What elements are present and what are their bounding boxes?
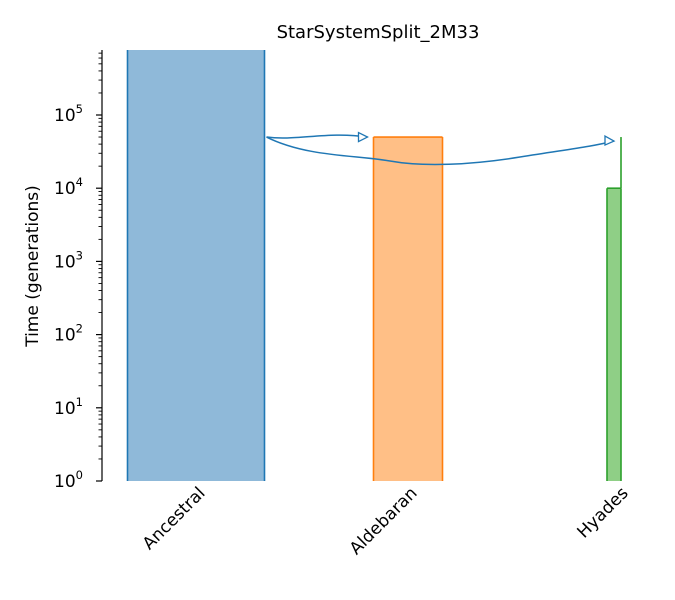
y-tick-label: 100 [54, 468, 83, 492]
y-tick-label: 101 [54, 395, 83, 419]
y-tick-base: 10 [54, 399, 76, 419]
y-tick-label: 104 [54, 175, 83, 199]
y-tick-base: 10 [54, 472, 76, 492]
x-category-label: Aldebaran [346, 483, 422, 559]
migration-arrow-aldebaran [266, 134, 368, 139]
y-tick-exponent: 5 [76, 102, 83, 116]
x-labels-group: Ancestral Aldebaran Hyades [139, 483, 633, 559]
y-tick-exponent: 2 [76, 322, 83, 336]
x-category-label: Ancestral [139, 483, 210, 554]
x-category-label: Hyades [574, 483, 633, 542]
bar-hyades [607, 188, 621, 481]
migration-arrowhead-hyades [604, 134, 616, 147]
migration-arrowhead-aldebaran [357, 131, 369, 143]
y-tick-base: 10 [54, 106, 76, 126]
y-tick-base: 10 [54, 179, 76, 199]
y-axis-title: Time (generations) [23, 185, 43, 348]
bars-group [126, 50, 622, 481]
y-tick-label: 105 [54, 102, 83, 126]
y-tick-base: 10 [54, 252, 76, 272]
y-tick-base: 10 [54, 326, 76, 346]
migration-arrow-hyades [266, 136, 615, 166]
bar-ancestral [127, 50, 265, 481]
chart-title: StarSystemSplit_2M33 [277, 22, 480, 43]
y-tick-exponent: 4 [76, 175, 83, 189]
y-tick-exponent: 0 [76, 468, 83, 482]
y-tick-exponent: 3 [76, 248, 83, 262]
arrows-group [266, 131, 616, 166]
y-tick-label: 102 [54, 322, 83, 346]
y-tick-label: 103 [54, 248, 83, 272]
bar-aldebaran [373, 137, 443, 481]
y-tick-exponent: 1 [76, 395, 83, 409]
